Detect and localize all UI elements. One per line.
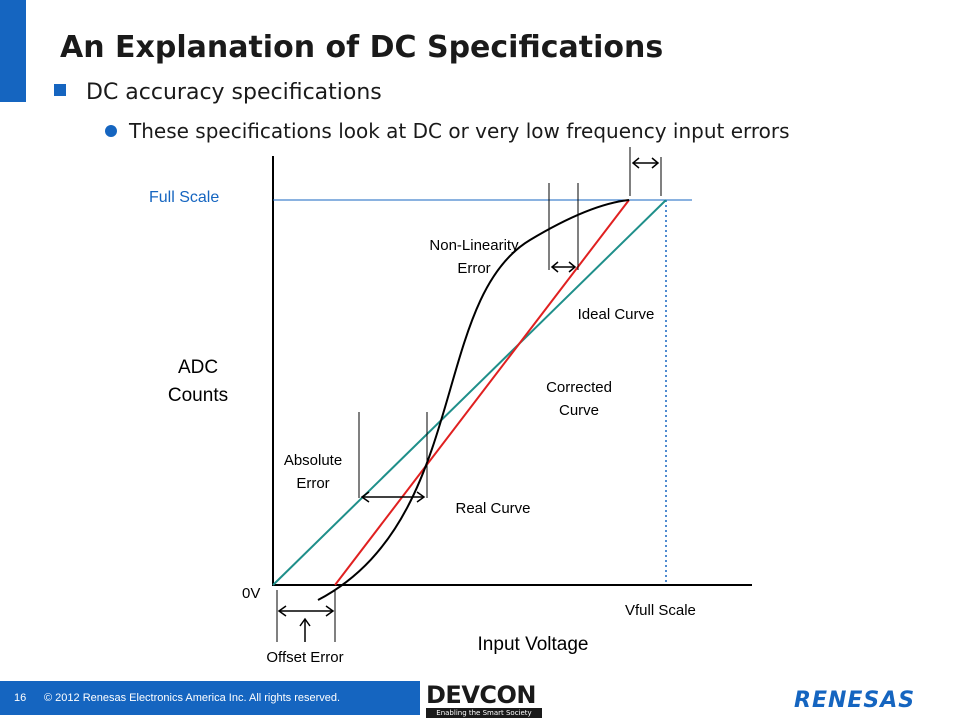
dc-error-diagram: Full Scale ADC Counts 0V Vfull Scale Inp…	[149, 147, 752, 666]
page-number: 16	[14, 692, 27, 704]
footer-bar	[0, 681, 420, 715]
absolute-arrow-right-head	[416, 491, 426, 503]
offset-arrow-right-head	[325, 605, 335, 617]
full-scale-label: Full Scale	[149, 189, 219, 206]
adc-counts-label-line1: ADC	[178, 357, 218, 378]
corrected-curve-label-line1: Corrected	[546, 379, 612, 396]
devcon-logo: DEVCON Enabling the Smart Society	[424, 681, 542, 718]
bullet-2-text: These specifications look at DC or very …	[129, 119, 790, 143]
bullet-1-text: DC accuracy specifications	[86, 80, 382, 105]
gain-arrow-right-head	[651, 157, 660, 169]
adc-counts-label-line2: Counts	[168, 385, 228, 406]
absolute-error-label-line2: Error	[296, 475, 329, 492]
devcon-tagline: Enabling the Smart Society	[426, 708, 542, 718]
renesas-logo: RENESAS	[794, 688, 916, 713]
devcon-wordmark: DEVCON	[426, 681, 537, 709]
nonlinearity-arrow-right-head	[568, 261, 577, 273]
real-curve-label: Real Curve	[455, 500, 530, 517]
corrected-curve	[334, 199, 630, 586]
bullet-level-1: DC accuracy specifications	[54, 80, 382, 105]
absolute-arrow-left-head	[360, 491, 370, 503]
bullet-level-2: These specifications look at DC or very …	[105, 118, 865, 144]
corrected-curve-label-line2: Curve	[559, 402, 599, 419]
real-curve	[317, 199, 630, 601]
nonlinearity-label-line2: Error	[457, 260, 490, 277]
copyright-text: © 2012 Renesas Electronics America Inc. …	[44, 692, 341, 704]
vfull-scale-label: Vfull Scale	[625, 602, 696, 619]
absolute-error-label-line1: Absolute	[284, 452, 342, 469]
square-bullet-icon	[54, 84, 66, 96]
ideal-curve	[272, 199, 667, 586]
ideal-curve-label: Ideal Curve	[578, 306, 655, 323]
round-bullet-icon	[105, 125, 117, 137]
accent-bar	[0, 0, 26, 102]
nonlinearity-label-line1: Non-Linearity	[429, 237, 519, 254]
offset-arrow-left-head	[277, 605, 287, 617]
offset-error-label: Offset Error	[266, 649, 343, 666]
gain-arrow-left-head	[631, 157, 640, 169]
nonlinearity-arrow-left-head	[550, 261, 559, 273]
offset-pointer-head	[299, 617, 311, 627]
zero-v-label: 0V	[242, 585, 260, 602]
input-voltage-label: Input Voltage	[478, 634, 589, 655]
slide-title: An Explanation of DC Specifications	[60, 30, 664, 65]
